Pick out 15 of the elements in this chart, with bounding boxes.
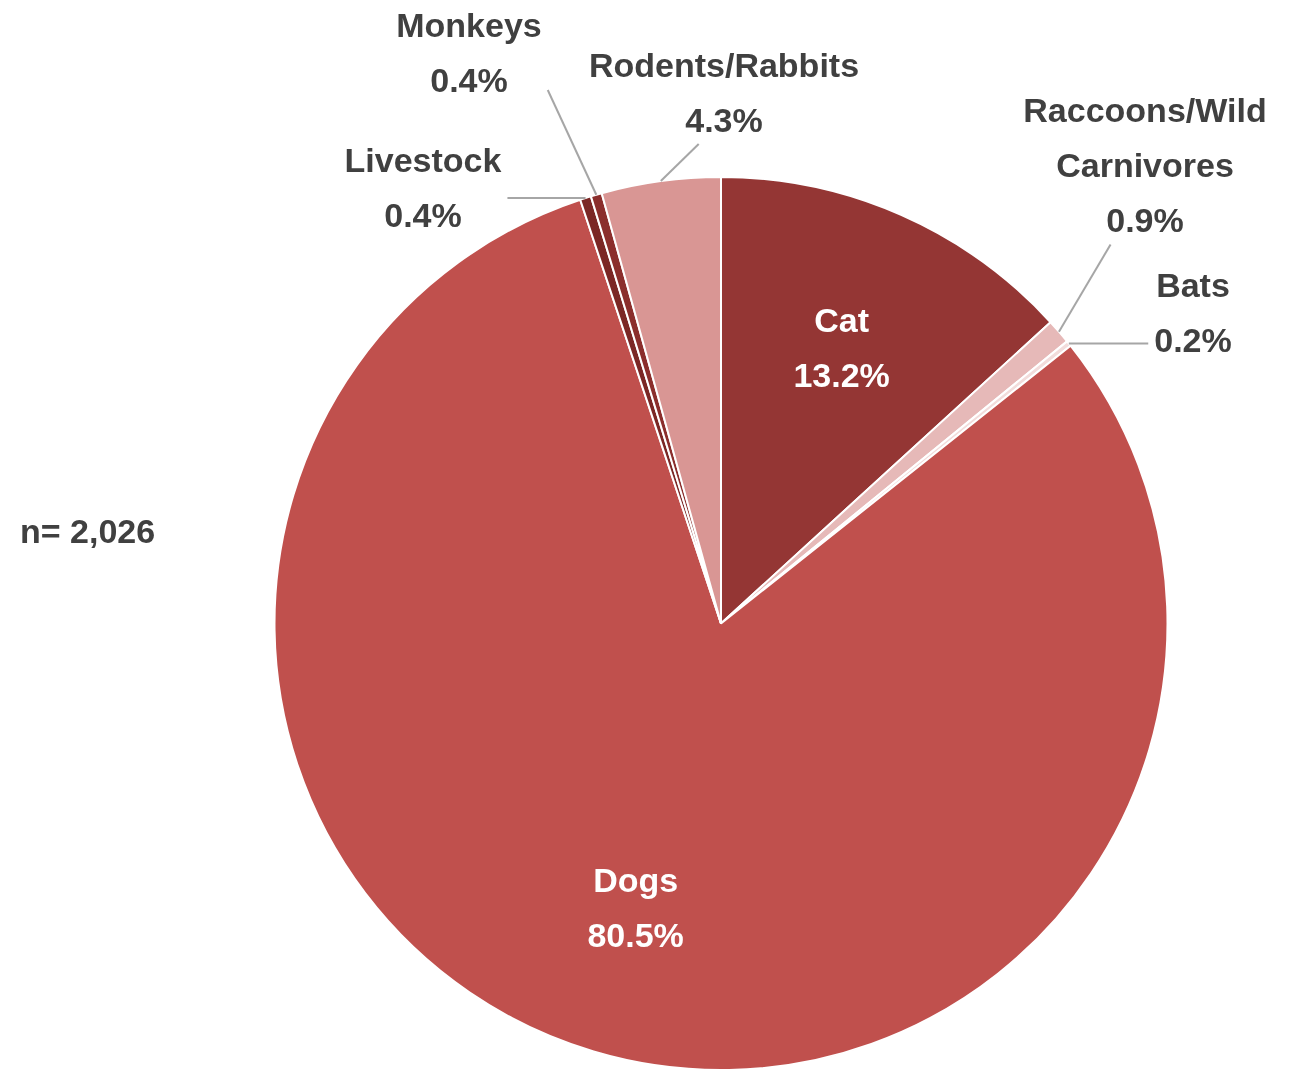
text: n= 2,026 [20, 512, 156, 551]
slice-label: Monkeys [396, 5, 542, 44]
slice-label: Livestock [344, 140, 502, 179]
slice-label: Raccoons/Wild Carnivores [1023, 91, 1267, 185]
data-label: 0.4% [430, 60, 508, 99]
data-label: 0.2% [1154, 320, 1232, 359]
slice-label: Bats [1156, 265, 1230, 304]
data-label: 80.5% [587, 916, 684, 955]
slice-label: Rodents/Rabbits [588, 45, 860, 84]
data-label: 0.9% [1106, 201, 1184, 240]
data-label: 0.4% [384, 195, 462, 234]
data-label: 4.3% [685, 100, 763, 139]
slice-label: Cat [814, 300, 870, 339]
slice-label: Dogs [593, 861, 679, 900]
data-label: 13.2% [793, 355, 890, 394]
